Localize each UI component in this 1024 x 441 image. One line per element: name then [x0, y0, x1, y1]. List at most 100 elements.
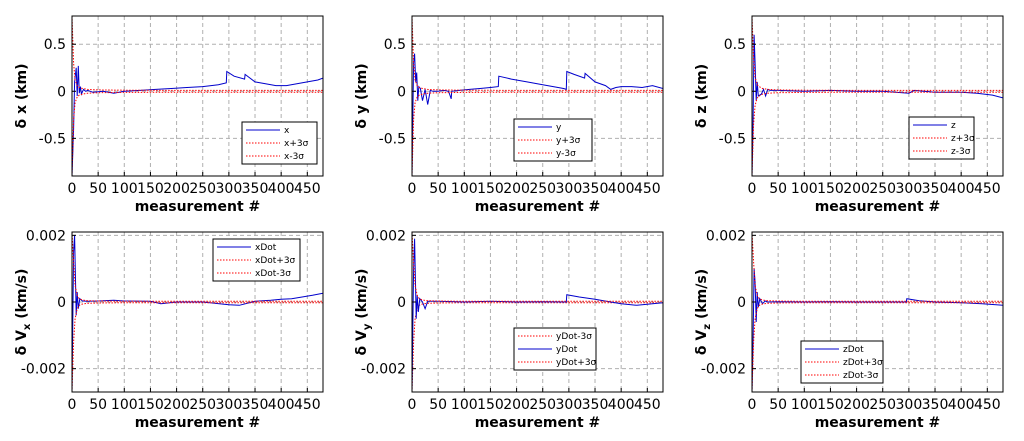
x-tick-label: 250 [529, 397, 556, 413]
x-tick-label: 150 [477, 397, 504, 413]
x-tick-label: 200 [503, 181, 530, 197]
legend: z z+3σ z-3σ [908, 116, 975, 160]
y-tick-label: -0.5 [719, 131, 746, 147]
x-tick-label: 150 [817, 181, 844, 197]
x-tick-label: 100 [111, 397, 138, 413]
legend-entry-xDot-3σ: xDot-3σ [255, 269, 291, 279]
x-tick-label: 450 [634, 397, 661, 413]
legend: zDot zDot+3σ zDot-3σ [800, 340, 884, 384]
legend-entry-zDot-3σ: zDot-3σ [843, 371, 879, 381]
legend: xDot xDot+3σ xDot-3σ [212, 238, 301, 282]
y-axis-label: δ Vz (km/s) [694, 269, 713, 355]
x-tick-label: 250 [869, 181, 896, 197]
x-tick-label: 0 [68, 181, 77, 197]
x-tick-label: 50 [769, 181, 787, 197]
plot-frame [411, 15, 664, 177]
x-tick-label: 350 [582, 397, 609, 413]
x-tick-label: 150 [137, 397, 164, 413]
y-tick-label: 0.002 [706, 228, 746, 244]
x-tick-label: 200 [163, 181, 190, 197]
y-tick-label: 0 [57, 84, 66, 100]
x-tick-label: 400 [948, 181, 975, 197]
x-tick-label: 0 [748, 397, 757, 413]
y-tick-label: -0.5 [39, 131, 66, 147]
x-tick-label: 350 [242, 397, 269, 413]
x-tick-label: 450 [294, 181, 321, 197]
legend-entry-z+3σ: z+3σ [951, 134, 975, 144]
legend-entry-zDot: zDot [843, 345, 864, 355]
y-axis-label: δ z (km) [694, 64, 710, 128]
subplot-dvy: 0 50 100 150 200 250 300 350 400 450 -0.002 0 0.002 m… [354, 228, 664, 431]
x-tick-label: 100 [451, 181, 478, 197]
x-tick-label: 400 [608, 397, 635, 413]
x-tick-label: 150 [137, 181, 164, 197]
legend-entry-y+3σ: y+3σ [556, 136, 581, 146]
x-tick-label: 50 [429, 397, 447, 413]
x-tick-label: 200 [503, 397, 530, 413]
legend-entry-xDot+3σ: xDot+3σ [255, 256, 296, 266]
series-line-yDot [412, 238, 663, 392]
x-tick-label: 0 [408, 181, 417, 197]
legend: y y+3σ y-3σ [513, 118, 593, 162]
x-tick-label: 0 [408, 397, 417, 413]
y-tick-label: -0.002 [701, 362, 746, 378]
y-axis-label: δ Vx (km/s) [14, 269, 33, 356]
legend-entry-yDot-3σ: yDot-3σ [556, 332, 592, 342]
y-tick-label: -0.002 [21, 362, 66, 378]
series-line-y+3σ [412, 16, 663, 91]
y-tick-label: 0 [737, 84, 746, 100]
y-tick-label: -0.002 [361, 362, 406, 378]
legend: yDot-3σ yDot yDot+3σ [513, 327, 597, 371]
x-tick-label: 300 [896, 397, 923, 413]
x-tick-label: 100 [791, 397, 818, 413]
y-tick-label: 0 [737, 295, 746, 311]
x-tick-label: 0 [68, 397, 77, 413]
subplot-dvx: 0 50 100 150 200 250 300 350 400 450 -0.002 0 0.002 m… [14, 228, 324, 431]
x-tick-label: 100 [111, 181, 138, 197]
subplot-dy: 0 50 100 150 200 250 300 350 400 450 -0.5 0 0.5 measu… [354, 15, 664, 215]
y-axis-label: δ Vy (km/s) [354, 269, 373, 356]
x-tick-label: 400 [608, 181, 635, 197]
x-tick-label: 50 [769, 397, 787, 413]
legend-entry-z-3σ: z-3σ [951, 147, 971, 157]
x-tick-label: 250 [189, 397, 216, 413]
x-tick-label: 50 [89, 181, 107, 197]
series-line-xDot+3σ [72, 232, 323, 302]
subplot-dx: 0 50 100 150 200 250 300 350 400 450 -0.5 0 0.5 measu… [14, 15, 324, 215]
x-axis-label: measurement # [135, 415, 261, 431]
y-tick-label: 0.5 [44, 37, 66, 53]
x-tick-label: 200 [843, 181, 870, 197]
y-tick-label: 0 [397, 84, 406, 100]
y-tick-label: 0.002 [366, 228, 406, 244]
x-tick-label: 300 [216, 397, 243, 413]
x-axis-label: measurement # [475, 199, 601, 215]
x-tick-label: 250 [189, 181, 216, 197]
x-tick-label: 300 [556, 181, 583, 197]
x-tick-label: 450 [974, 397, 1001, 413]
x-tick-label: 150 [477, 181, 504, 197]
x-tick-label: 50 [429, 181, 447, 197]
x-tick-label: 200 [843, 397, 870, 413]
legend-entry-yDot: yDot [556, 345, 578, 355]
x-tick-label: 300 [216, 181, 243, 197]
x-tick-label: 200 [163, 397, 190, 413]
x-tick-label: 400 [268, 181, 295, 197]
x-axis-label: measurement # [815, 199, 941, 215]
legend-entry-y: y [556, 123, 562, 133]
x-tick-label: 450 [974, 181, 1001, 197]
series-line-x-3σ [72, 91, 323, 176]
y-axis-label: δ y (km) [354, 63, 370, 128]
legend-entry-yDot+3σ: yDot+3σ [556, 358, 597, 368]
x-tick-label: 250 [869, 397, 896, 413]
series-line-y [412, 53, 663, 176]
series-line-x+3σ [72, 16, 323, 91]
x-tick-label: 350 [242, 181, 269, 197]
x-tick-label: 450 [294, 397, 321, 413]
x-tick-label: 350 [922, 181, 949, 197]
series-line-xDot-3σ [72, 302, 323, 392]
plot-frame [751, 15, 1004, 177]
series-line-zDot-3σ [752, 302, 1003, 392]
x-tick-label: 250 [529, 181, 556, 197]
x-tick-label: 350 [922, 397, 949, 413]
